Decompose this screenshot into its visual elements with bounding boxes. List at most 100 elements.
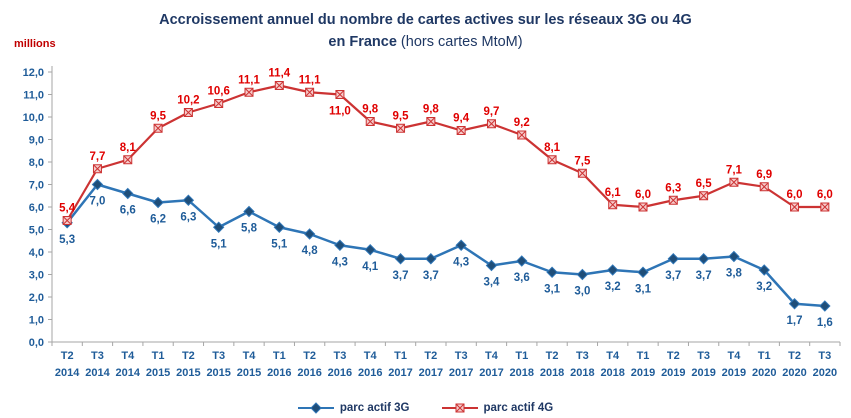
data-point-label: 3,4: [483, 277, 500, 289]
data-point-marker-x: [365, 117, 375, 126]
data-point-label: 8,1: [544, 142, 561, 154]
y-tick-label: 8,0: [29, 157, 44, 169]
data-point-label: 4,1: [362, 261, 379, 273]
x-tick-year: 2016: [297, 367, 321, 379]
x-tick-year: 2016: [267, 367, 291, 379]
data-point-label: 3,1: [635, 283, 652, 295]
data-point-marker: [334, 239, 346, 251]
x-tick-year: 2014: [85, 367, 110, 379]
data-point-label: 3,7: [696, 270, 712, 282]
x-tick-year: 2015: [237, 367, 261, 379]
data-point-marker-x: [456, 126, 466, 135]
data-point-label: 6,9: [756, 169, 772, 181]
data-point-marker: [606, 264, 619, 276]
data-point-label: 9,5: [150, 110, 167, 122]
x-tick-quarter: T2: [303, 350, 316, 362]
y-tick-label: 6,0: [29, 202, 44, 214]
x-tick-year: 2016: [358, 367, 382, 379]
data-point-label: 11,1: [238, 74, 260, 86]
x-tick-quarter: T4: [728, 350, 742, 362]
data-point-label: 3,7: [665, 270, 681, 282]
x-tick-quarter: T1: [515, 350, 528, 362]
data-point-marker: [485, 259, 498, 272]
data-point-marker-x: [62, 216, 72, 225]
y-tick-label: 9,0: [29, 135, 44, 147]
x-tick-year: 2018: [570, 367, 594, 379]
data-point-marker-x: [638, 202, 648, 212]
data-point-label: 3,6: [514, 272, 530, 284]
y-tick-label: 1,0: [29, 315, 44, 327]
x-tick-year: 2020: [782, 367, 806, 379]
x-tick-year: 2015: [176, 367, 200, 379]
x-tick-quarter: T3: [818, 350, 831, 362]
data-point-label: 6,0: [787, 189, 803, 201]
data-point-marker: [364, 244, 376, 256]
chart-title-line1: Accroissement annuel du nombre de cartes…: [159, 12, 692, 28]
data-point-marker-x: [335, 90, 345, 99]
x-tick-year: 2019: [631, 367, 655, 379]
x-tick-quarter: T4: [121, 350, 135, 362]
x-tick-year: 2019: [691, 367, 715, 379]
data-point-label: 6,0: [635, 189, 651, 201]
data-point-marker: [394, 253, 407, 265]
data-point-marker-x: [184, 108, 193, 117]
x-tick-year: 2019: [661, 367, 685, 379]
data-point-label: 4,3: [332, 256, 348, 268]
data-point-marker: [455, 239, 467, 251]
data-point-marker: [122, 187, 134, 200]
x-tick-quarter: T2: [667, 350, 680, 362]
y-tick-label: 7,0: [29, 180, 44, 192]
data-point-marker: [273, 221, 286, 233]
chart-title: Accroissement annuel du nombre de cartes…: [0, 9, 851, 53]
data-point-label: 11,0: [329, 106, 351, 118]
legend-item-4g: parc actif 4G: [441, 402, 553, 414]
x-tick-quarter: T1: [273, 350, 286, 362]
x-tick-year: 2017: [388, 367, 412, 379]
data-point-label: 3,0: [574, 286, 590, 298]
data-point-label: 7,7: [89, 151, 105, 163]
x-tick-year: 2018: [540, 367, 564, 379]
data-point-label: 7,0: [89, 196, 105, 208]
data-point-marker: [637, 266, 649, 278]
series-line: [66, 84, 825, 222]
y-axis-labels: 0,0 1,0 2,0 3,0 4,0 5,0 6,0 7,0 8,0 9,0 10,0 11,0 12…: [23, 67, 44, 349]
data-point-marker: [788, 298, 801, 310]
x-tick-quarter: T3: [212, 350, 225, 362]
y-tick-label: 0,0: [29, 337, 44, 349]
legend-marker-4g-icon: [441, 403, 478, 413]
y-tick-label: 4,0: [29, 247, 44, 259]
data-point-marker-x: [214, 99, 224, 108]
x-tick-year: 2015: [206, 367, 230, 379]
x-tick-quarter: T2: [61, 350, 74, 362]
x-tick-year: 2019: [722, 367, 746, 379]
data-point-marker: [91, 178, 104, 191]
data-point-label: 5,3: [59, 234, 75, 246]
data-point-marker-x: [729, 177, 739, 187]
data-point-marker-x: [699, 191, 708, 201]
data-point-marker-x: [153, 123, 163, 133]
y-tick-label: 11,0: [23, 90, 44, 102]
x-tick-year: 2014: [55, 367, 80, 379]
legend-marker-3g-icon: [297, 402, 334, 414]
data-point-label: 5,4: [59, 203, 76, 215]
legend-diamond: [310, 402, 322, 414]
data-point-marker: [728, 250, 740, 263]
data-point-label: 3,2: [756, 281, 772, 293]
data-point-marker-x: [820, 202, 830, 212]
data-point-marker-x: [790, 202, 799, 212]
chart-title-line2-rest: (hors cartes MtoM): [396, 34, 523, 50]
chart-title-line2: en France (hors cartes MtoM): [0, 31, 851, 53]
data-point-label: 1,6: [817, 317, 833, 329]
data-point-label: 3,1: [544, 283, 561, 295]
data-point-marker-x: [274, 81, 284, 90]
x-tick-year: 2014: [116, 367, 141, 379]
data-point-marker: [303, 228, 316, 240]
data-point-marker: [758, 264, 770, 276]
data-point-marker: [697, 253, 710, 265]
data-point-marker-x: [305, 87, 314, 97]
data-point-marker-x: [244, 87, 254, 97]
x-tick-year: 2020: [752, 367, 776, 379]
axes: [48, 66, 841, 346]
